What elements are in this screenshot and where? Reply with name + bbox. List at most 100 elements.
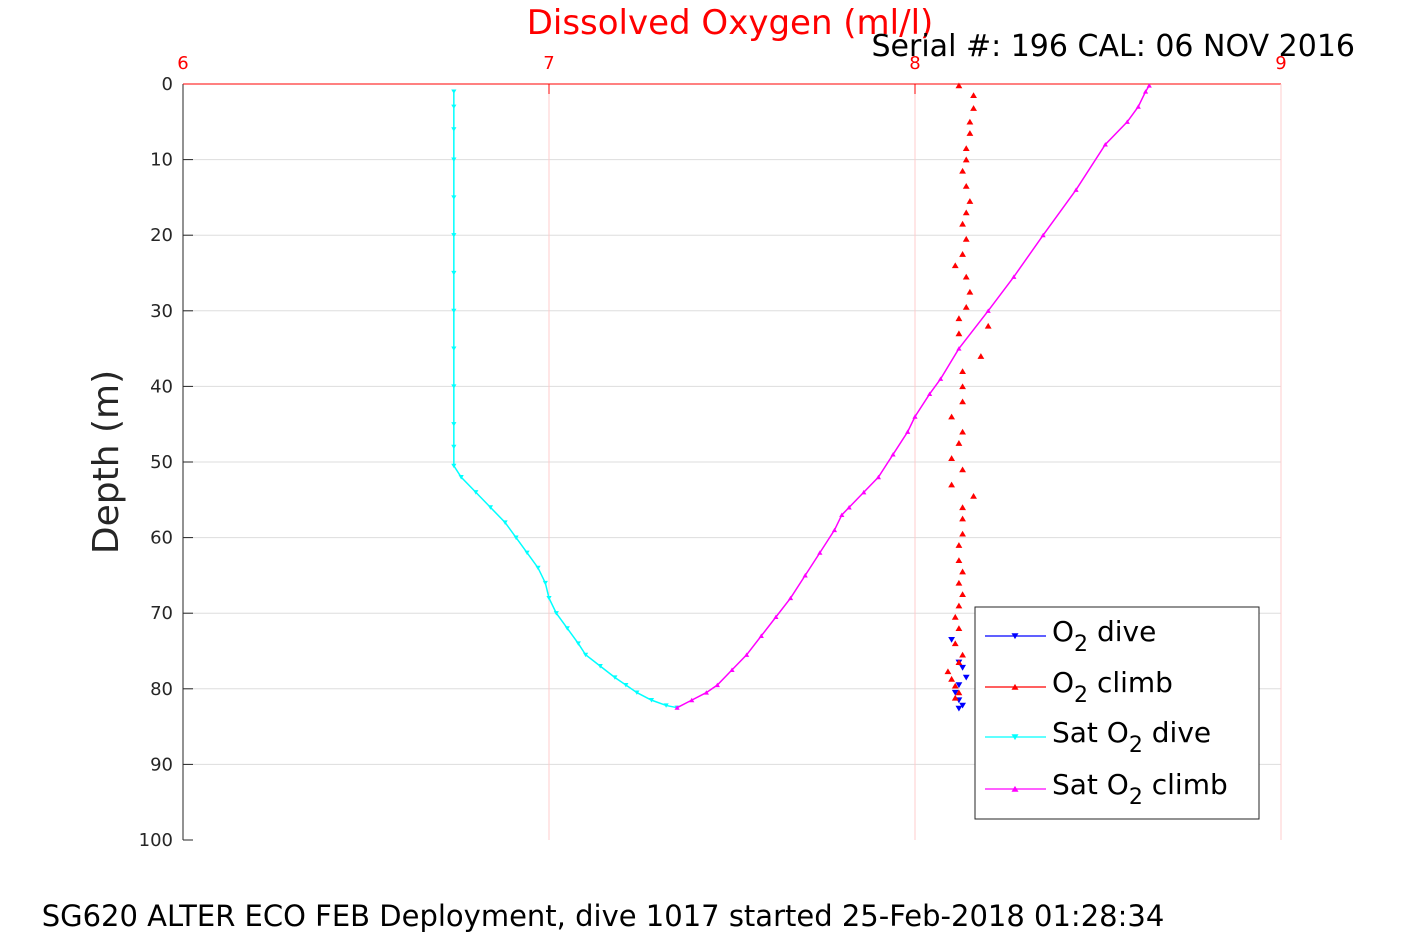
y-tick-label: 20 (150, 225, 173, 246)
data-point-o2_climb (955, 440, 963, 446)
data-point-sat_climb (1124, 119, 1130, 124)
y-tick-label: 80 (150, 679, 173, 700)
data-point-o2_climb (962, 156, 970, 163)
data-point-o2_climb (959, 383, 966, 390)
data-point-o2_climb (970, 492, 977, 499)
data-point-sat_dive (458, 475, 464, 480)
data-point-sat_dive (634, 690, 640, 695)
data-point-sat_dive (451, 157, 457, 162)
data-point-sat_dive (451, 89, 457, 94)
data-point-o2_climb (959, 220, 966, 227)
data-point-sat_climb (1142, 89, 1149, 94)
series-layer (451, 82, 1152, 712)
data-point-sat_climb (861, 489, 867, 495)
data-point-o2_climb (966, 198, 974, 204)
data-point-o2_climb (966, 130, 974, 136)
data-point-sat_dive (451, 127, 457, 132)
legend-label: O2 climb (1052, 666, 1173, 708)
data-point-sat_dive (451, 308, 457, 314)
data-point-o2_climb (962, 145, 970, 151)
data-point-sat_dive (597, 664, 603, 669)
data-point-o2_climb (955, 602, 963, 609)
data-point-sat_dive (451, 463, 457, 469)
data-point-sat_dive (542, 580, 548, 586)
data-point-o2_climb (948, 675, 955, 682)
data-point-o2_climb (959, 398, 966, 405)
data-point-sat_dive (487, 505, 494, 510)
x-tick-label: 7 (543, 53, 554, 74)
data-point-o2_climb (951, 262, 959, 269)
data-point-o2_climb (948, 455, 955, 461)
data-point-o2_climb (955, 82, 963, 89)
data-point-o2_climb (959, 504, 966, 511)
data-point-sat_climb (912, 414, 918, 419)
data-point-sat_climb (689, 697, 695, 703)
data-point-sat_climb (875, 474, 881, 480)
data-point-o2_climb (955, 579, 963, 586)
data-point-o2_dive (959, 664, 966, 671)
data-point-o2_climb (955, 330, 963, 337)
legend-swatch-marker (1011, 683, 1019, 690)
data-point-o2_climb (959, 251, 966, 257)
data-point-sat_dive (564, 626, 570, 631)
data-point-o2_climb (966, 288, 974, 295)
series-line-sat_dive (453, 91, 678, 709)
data-point-o2_climb (959, 515, 966, 522)
series-sat_dive (451, 89, 680, 711)
data-point-o2_climb (959, 368, 966, 374)
data-point-sat_dive (575, 641, 581, 646)
data-point-sat_climb (758, 633, 764, 638)
data-point-sat_dive (663, 703, 669, 708)
data-point-o2_climb (948, 413, 955, 420)
legend-label: Sat O2 dive (1052, 716, 1211, 758)
data-point-sat_dive (451, 444, 457, 450)
legend-label-subscript: 2 (1129, 733, 1143, 758)
data-point-o2_climb (955, 542, 963, 548)
y-tick-label: 100 (139, 830, 173, 851)
data-point-sat_dive (535, 565, 541, 571)
data-point-o2_climb (959, 466, 966, 473)
chart-subtitle: Serial #: 196 CAL: 06 NOV 2016 (872, 29, 1355, 64)
data-point-o2_climb (962, 183, 970, 189)
legend-swatch-marker (1011, 785, 1019, 792)
legend-label-main: O (1052, 666, 1074, 699)
data-point-sat_dive (553, 611, 559, 616)
x-tick-label: 9 (1275, 53, 1286, 74)
series-sat_climb (674, 83, 1152, 710)
data-point-o2_climb (959, 167, 966, 174)
data-point-o2_climb (959, 530, 966, 537)
data-point-o2_climb (955, 689, 963, 696)
data-point-o2_climb (959, 591, 966, 598)
data-point-o2_dive (955, 705, 963, 712)
data-point-o2_dive (951, 689, 959, 696)
data-point-sat_dive (546, 596, 552, 601)
data-point-o2_climb (966, 118, 974, 125)
legend-label-subscript: 2 (1129, 785, 1143, 810)
y-axis-label: Depth (m) (86, 370, 127, 554)
data-point-sat_dive (473, 490, 479, 495)
data-point-sat_dive (451, 104, 457, 110)
data-point-sat_climb (1146, 83, 1152, 88)
data-point-sat_climb (985, 308, 991, 313)
data-point-o2_climb (948, 481, 955, 488)
legend-label: O2 dive (1052, 615, 1156, 657)
data-point-o2_climb (962, 209, 970, 216)
y-tick-label: 40 (150, 376, 173, 397)
data-point-o2_climb (955, 557, 963, 563)
data-point-sat_climb (846, 505, 852, 510)
data-point-o2_dive (962, 674, 970, 681)
data-point-sat_climb (802, 573, 808, 578)
data-point-o2_dive (948, 636, 955, 643)
data-point-o2_climb (984, 322, 992, 329)
data-point-sat_dive (502, 520, 508, 525)
data-point-o2_climb (951, 640, 959, 647)
y-tick-label: 10 (150, 150, 173, 171)
data-point-sat_climb (956, 346, 962, 351)
data-point-sat_dive (623, 682, 629, 688)
data-point-sat_climb (817, 550, 823, 555)
data-point-sat_dive (451, 233, 457, 238)
legend-swatch-marker (1011, 734, 1019, 741)
data-point-o2_climb (955, 625, 963, 632)
